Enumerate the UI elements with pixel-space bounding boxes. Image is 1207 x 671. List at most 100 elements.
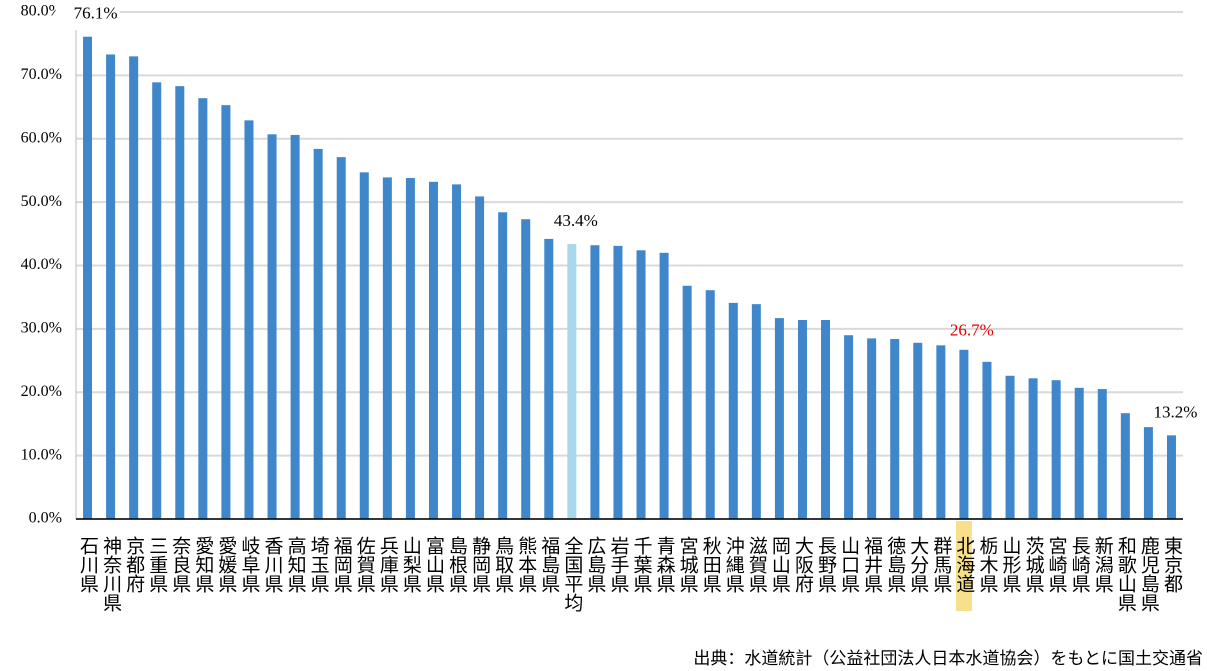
x-tick-label: 沖縄県 — [723, 536, 745, 593]
x-tick-label: 鹿児島県 — [1138, 536, 1160, 612]
x-tick-label: 愛媛県 — [215, 536, 237, 593]
bar — [129, 56, 139, 520]
bar — [890, 339, 900, 519]
bar — [198, 98, 208, 519]
x-tick-label: 熊本県 — [515, 536, 537, 593]
bar — [1097, 389, 1107, 519]
x-tick-label: 長野県 — [815, 536, 837, 593]
bar — [382, 177, 392, 519]
y-tick-label: 70.0% — [21, 66, 62, 83]
x-tick-label: 香川県 — [262, 536, 284, 593]
x-tick-label: 福井県 — [861, 536, 883, 593]
x-tick-label: 福岡県 — [331, 536, 353, 593]
x-tick-label: 静岡県 — [469, 536, 491, 593]
bar — [405, 178, 415, 520]
y-tick-label: 10.0% — [21, 446, 62, 463]
x-tick-label: 富山県 — [423, 536, 445, 593]
source-note: 出典：水道統計（公益社団法人日本水道協会）をもとに国土交通省 — [693, 649, 1203, 669]
bar — [936, 345, 946, 519]
bar — [106, 54, 116, 520]
bar — [221, 105, 231, 519]
x-tick-label: 大分県 — [907, 536, 929, 593]
bar — [521, 219, 531, 519]
bar — [682, 285, 692, 519]
bar — [1120, 413, 1130, 519]
x-tick-label: 山梨県 — [400, 536, 422, 593]
bar — [567, 243, 577, 519]
x-tick-label: 徳島県 — [884, 536, 906, 593]
bar — [175, 86, 185, 520]
bar — [1166, 435, 1176, 519]
value-label: 26.7% — [950, 321, 994, 340]
value-label: 76.1% — [74, 4, 118, 23]
bar — [544, 238, 554, 519]
bar — [728, 302, 738, 519]
bar — [821, 320, 831, 519]
x-tick-label: 福島県 — [538, 536, 560, 593]
x-tick-label: 全国平均 — [561, 536, 583, 612]
x-tick-label: 滋賀県 — [746, 536, 768, 593]
bar — [659, 252, 669, 519]
x-tick-label: 東京都 — [1161, 536, 1183, 593]
bar — [774, 318, 784, 519]
x-tick-label: 青森県 — [654, 536, 676, 593]
value-label-bg — [55, 3, 120, 26]
x-tick-label: 島根県 — [446, 536, 468, 593]
bar — [83, 36, 93, 520]
bar — [336, 157, 346, 519]
bar — [452, 184, 462, 519]
bar — [475, 196, 485, 519]
bar — [913, 342, 923, 519]
y-tick-label: 40.0% — [21, 256, 62, 273]
x-tick-label: 兵庫県 — [377, 536, 399, 593]
bar — [498, 212, 508, 519]
x-tick-label: 和歌山県 — [1115, 536, 1137, 612]
x-tick-label: 愛知県 — [192, 536, 214, 593]
x-tick-label: 岡山県 — [769, 536, 791, 593]
bar — [267, 134, 277, 519]
x-tick-label: 宮崎県 — [1046, 536, 1068, 593]
bar — [152, 82, 162, 519]
x-tick-label: 千葉県 — [631, 536, 653, 593]
bar — [313, 148, 323, 519]
bar — [982, 361, 992, 519]
x-tick-label: 神奈川県 — [100, 536, 122, 612]
x-tick-label: 京都府 — [123, 536, 145, 593]
x-tick-label: 茨城県 — [1023, 536, 1045, 593]
x-tick-label: 石川県 — [77, 536, 99, 593]
bar — [1074, 387, 1084, 519]
bar — [636, 250, 646, 520]
bar — [244, 120, 254, 519]
x-tick-label: 広島県 — [584, 536, 606, 593]
highlight-band — [955, 521, 972, 611]
value-label: 43.4% — [554, 211, 598, 230]
x-tick-label: 鳥取県 — [492, 536, 514, 593]
x-tick-label: 栃木県 — [976, 536, 998, 593]
value-label: 13.2% — [1154, 402, 1198, 421]
x-tick-label: 大阪府 — [792, 536, 814, 593]
bar — [751, 304, 761, 519]
y-tick-label: 50.0% — [21, 193, 62, 210]
y-tick-label: 80.0% — [21, 3, 62, 20]
x-tick-label: 佐賀県 — [354, 536, 376, 593]
y-tick-label: 30.0% — [21, 320, 62, 337]
x-tick-label: 岐阜県 — [238, 536, 260, 593]
bar — [1028, 378, 1038, 519]
bar — [1005, 375, 1015, 519]
value-label-bg — [539, 210, 604, 233]
x-tick-label: 群馬県 — [930, 536, 952, 593]
x-tick-label: 秋田県 — [700, 536, 722, 593]
value-label-bg — [1139, 402, 1204, 425]
y-tick-label: 60.0% — [21, 129, 62, 146]
y-tick-label: 0.0% — [29, 510, 62, 527]
x-tick-label: 山口県 — [838, 536, 860, 593]
bar — [867, 338, 877, 519]
x-tick-label: 宮城県 — [677, 536, 699, 593]
bar — [959, 349, 969, 519]
x-tick-label: 新潟県 — [1092, 536, 1114, 593]
x-tick-label: 北海道 — [953, 536, 975, 593]
x-tick-label: 三重県 — [146, 536, 168, 593]
bar — [797, 320, 807, 519]
bar — [705, 290, 715, 519]
x-tick-label: 埼玉県 — [308, 536, 330, 593]
